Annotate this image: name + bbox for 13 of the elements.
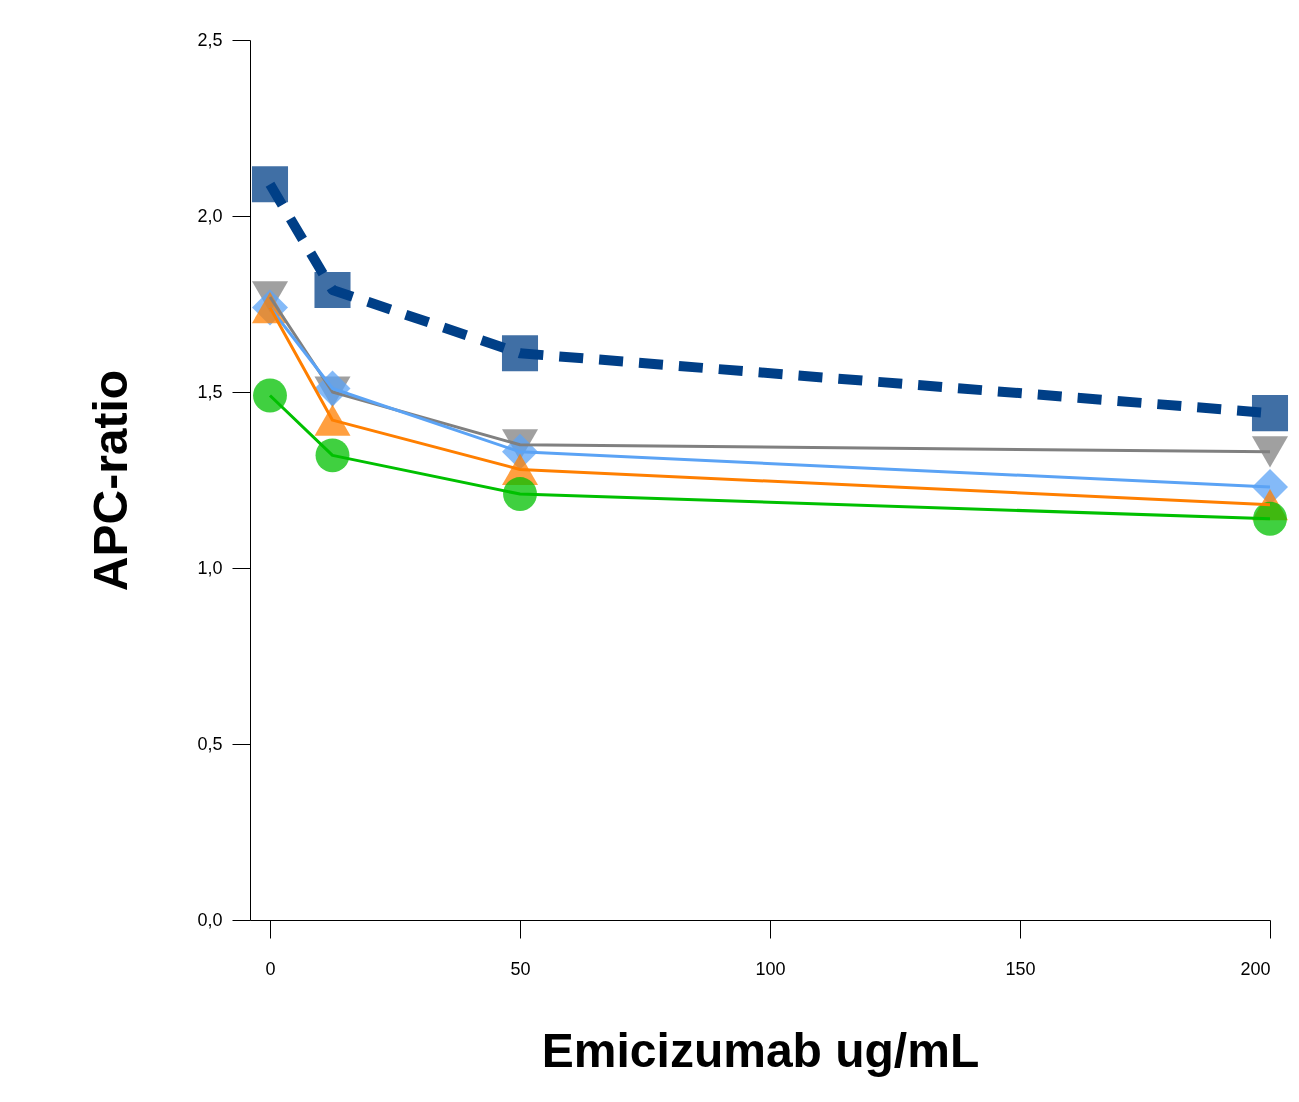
x-tick-label: 0 [265,958,276,979]
x-tick-label: 150 [1005,958,1036,979]
y-axis-title: APC-ratio [84,369,138,592]
y-tick-label: 2,5 [197,29,223,50]
x-tick-label: 100 [755,958,786,979]
x-tick-label: 200 [1240,958,1271,979]
x-tick-label: 50 [510,958,531,979]
x-axis-title: Emicizumab ug/mL [541,1023,980,1077]
y-tick-label: 0,0 [197,909,223,930]
y-tick-label: 1,0 [197,557,223,578]
y-tick-label: 1,5 [197,381,223,402]
y-tick-label: 0,5 [197,733,223,754]
y-tick-label: 2,0 [197,205,223,226]
